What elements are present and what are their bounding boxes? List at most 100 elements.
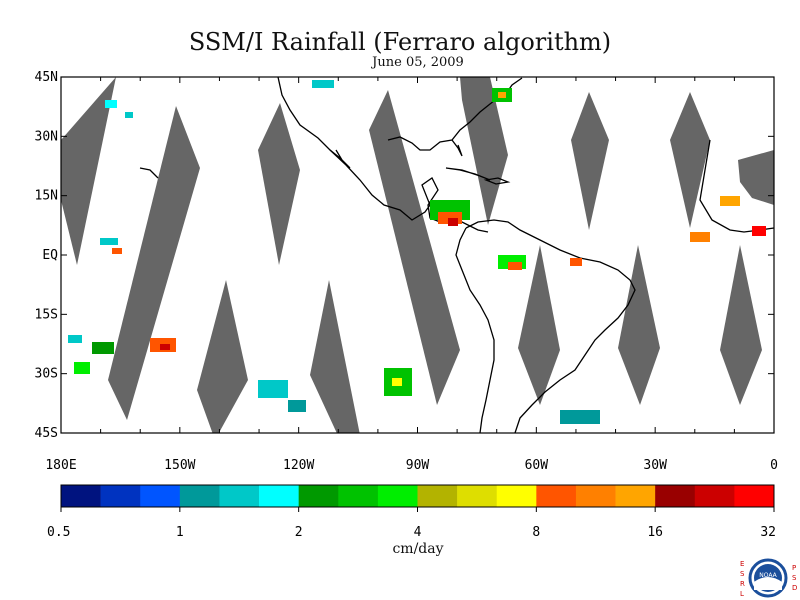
colorbar: 0.5 1 2 4 8 16 32 bbox=[47, 484, 776, 540]
coastline-south-america bbox=[465, 219, 636, 433]
colorbar-swatch bbox=[417, 485, 458, 507]
swath-gaps bbox=[61, 77, 774, 433]
rain-patch bbox=[560, 410, 600, 424]
lon-tick-label: 30W bbox=[643, 458, 667, 473]
rain-patch bbox=[112, 248, 122, 254]
lon-tick-label: 0 bbox=[770, 458, 778, 473]
colorbar-swatch bbox=[457, 485, 498, 507]
colorbar-swatch bbox=[377, 485, 418, 507]
coastline-south-america-west bbox=[455, 227, 495, 433]
rain-patch bbox=[720, 196, 740, 206]
colorbar-swatch bbox=[734, 485, 775, 507]
coastline-hawaii bbox=[139, 167, 159, 179]
land-no-data bbox=[738, 150, 774, 205]
colorbar-swatch bbox=[655, 485, 696, 507]
swath-gap bbox=[108, 106, 200, 420]
rain-patch bbox=[690, 232, 710, 242]
colorbar-swatch bbox=[338, 485, 379, 507]
rain-patch bbox=[92, 342, 114, 354]
rain-patch bbox=[752, 226, 766, 236]
colorbar-label: 16 bbox=[647, 525, 663, 540]
coastline-florida bbox=[451, 139, 463, 157]
noaa-logo-text: NOAA bbox=[759, 572, 777, 579]
rainfall-patches bbox=[68, 80, 766, 424]
rain-patch bbox=[570, 258, 582, 266]
lat-tick-label: 15N bbox=[35, 189, 58, 204]
colorbar-label: 32 bbox=[760, 525, 776, 540]
lat-tick-label: 45S bbox=[35, 426, 58, 441]
colorbar-swatch bbox=[615, 485, 656, 507]
longitude-axis: 180E 150W 120W 90W 60W 30W 0 bbox=[45, 77, 778, 473]
lat-tick-label: EQ bbox=[42, 248, 58, 263]
coastline-hispaniola bbox=[483, 177, 511, 185]
colorbar-swatch bbox=[259, 485, 299, 507]
rain-patch bbox=[68, 335, 82, 343]
colorbar-swatch bbox=[140, 485, 181, 507]
esrl-letter: E bbox=[740, 560, 744, 568]
rain-patch bbox=[125, 112, 133, 118]
swath-gap bbox=[670, 92, 710, 228]
lon-tick-label: 90W bbox=[406, 458, 430, 473]
rain-patch bbox=[105, 100, 117, 108]
swath-gap bbox=[460, 77, 508, 225]
swath-gap bbox=[61, 77, 116, 265]
lon-tick-label: 60W bbox=[525, 458, 549, 473]
colorbar-swatch bbox=[298, 485, 339, 507]
colorbar-swatch bbox=[536, 485, 577, 507]
swath-gap bbox=[518, 245, 560, 405]
esrl-letter: R bbox=[740, 580, 745, 588]
rain-patch bbox=[312, 80, 334, 88]
colorbar-swatch bbox=[61, 485, 101, 507]
colorbar-swatch bbox=[219, 485, 260, 507]
lon-tick-label: 120W bbox=[283, 458, 314, 473]
lat-tick-label: 30N bbox=[35, 129, 58, 144]
lat-tick-label: 45N bbox=[35, 70, 58, 85]
psd-letter: S bbox=[792, 574, 797, 582]
esrl-letter: S bbox=[740, 570, 745, 578]
colorbar-label: 8 bbox=[532, 525, 540, 540]
swath-gap bbox=[571, 92, 609, 230]
colorbar-label: 2 bbox=[295, 525, 303, 540]
noaa-logo-bird bbox=[754, 577, 782, 590]
psd-letter: P bbox=[792, 564, 796, 572]
swath-gap bbox=[310, 280, 360, 433]
map-subtitle: June 05, 2009 bbox=[372, 55, 464, 70]
colorbar-swatch bbox=[100, 485, 141, 507]
rain-patch bbox=[392, 378, 402, 386]
swath-gap bbox=[369, 90, 460, 405]
map-title: SSM/I Rainfall (Ferraro algorithm) bbox=[188, 28, 612, 56]
colorbar-swatch bbox=[575, 485, 616, 507]
latitude-axis: 45N 30N 15N EQ 15S 30S 45S bbox=[35, 70, 774, 441]
coastline-baja bbox=[329, 149, 351, 169]
colorbar-units: cm/day bbox=[392, 541, 444, 557]
rain-patch bbox=[448, 218, 458, 226]
rain-patch bbox=[498, 92, 506, 98]
rain-patch bbox=[288, 400, 306, 412]
colorbar-label: 1 bbox=[176, 525, 184, 540]
esrl-letter: L bbox=[740, 590, 744, 598]
rain-patch bbox=[100, 238, 118, 245]
rain-patch bbox=[258, 380, 288, 398]
psd-letters: PSD bbox=[792, 564, 797, 592]
colorbar-swatch bbox=[496, 485, 537, 507]
colorbar-label: 0.5 bbox=[47, 525, 70, 540]
rain-patch bbox=[508, 262, 522, 270]
swath-gap bbox=[197, 280, 248, 433]
psd-letter: D bbox=[792, 584, 797, 592]
colorbar-swatch bbox=[179, 485, 220, 507]
colorbar-swatch bbox=[694, 485, 735, 507]
rain-patch bbox=[160, 344, 170, 350]
lon-tick-label: 150W bbox=[164, 458, 195, 473]
lat-tick-label: 30S bbox=[35, 367, 58, 382]
swath-gap bbox=[720, 245, 762, 405]
lat-tick-label: 15S bbox=[35, 307, 58, 322]
lon-tick-label: 180E bbox=[45, 458, 76, 473]
swath-gap bbox=[258, 103, 300, 265]
colorbar-label: 4 bbox=[414, 525, 422, 540]
swath-gap bbox=[618, 245, 660, 405]
rain-patch bbox=[74, 362, 90, 374]
coastline-cuba bbox=[445, 167, 491, 181]
